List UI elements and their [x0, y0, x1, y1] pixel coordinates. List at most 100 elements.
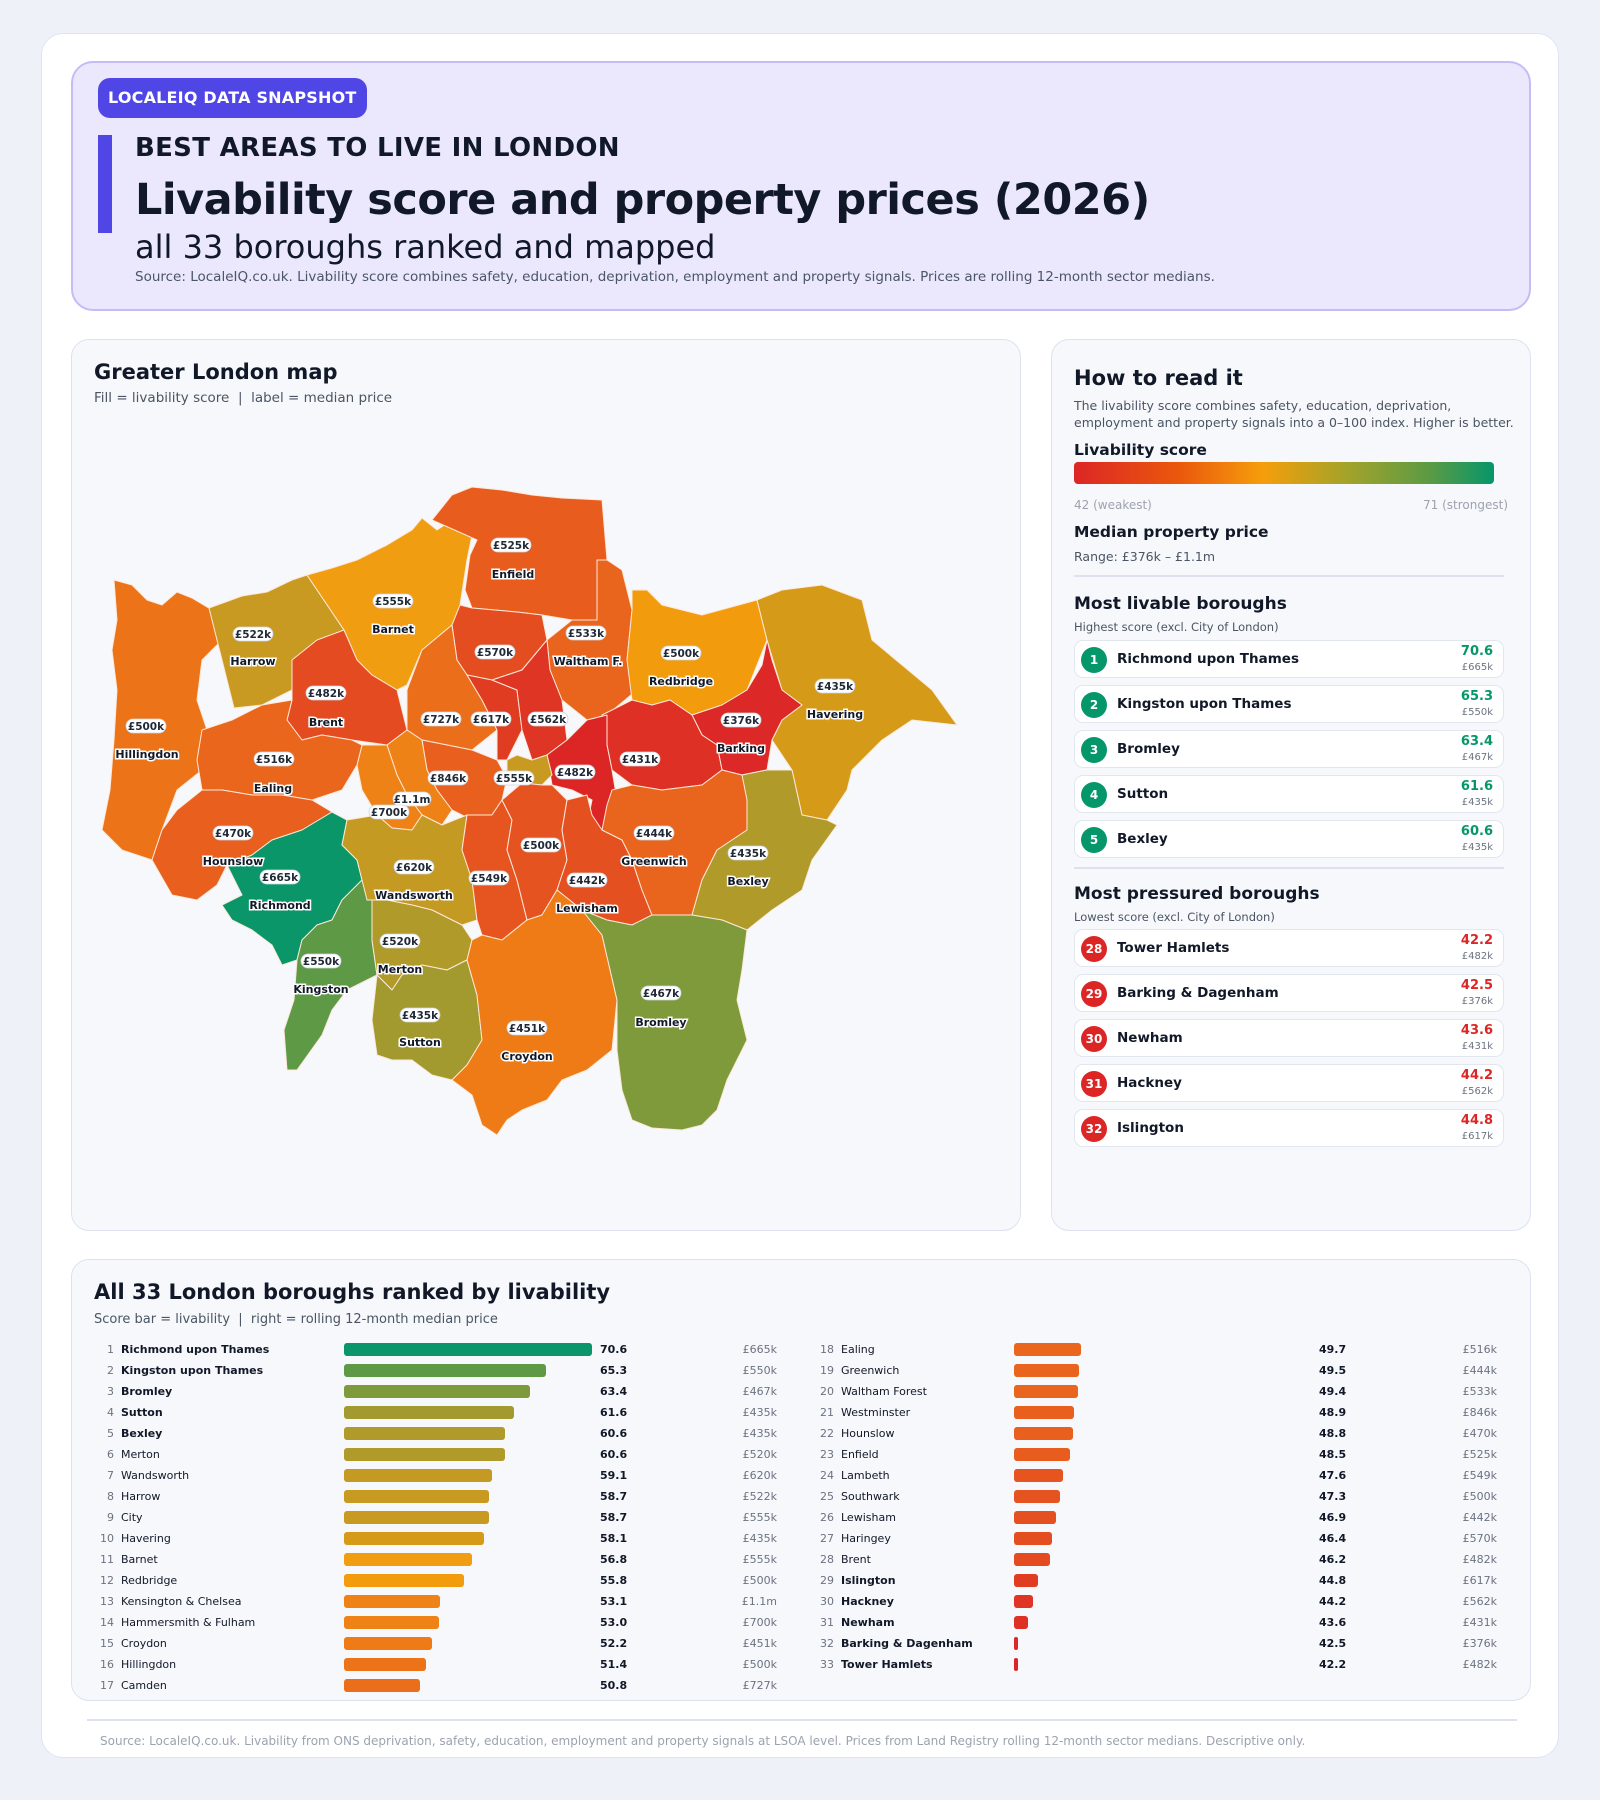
svg-text:Hounslow: Hounslow	[203, 855, 263, 868]
price-value: £617k	[1461, 1131, 1493, 1142]
ranking-row[interactable]: 26 Lewisham 46.9 £442k	[814, 1508, 1504, 1529]
svg-text:£846k: £846k	[430, 773, 467, 785]
ranking-row[interactable]: 6 Merton 60.6 £520k	[94, 1445, 784, 1466]
ranking-row[interactable]: 32 Barking & Dagenham 42.5 £376k	[814, 1634, 1504, 1655]
row-price: £482k	[1462, 1553, 1497, 1566]
row-score: 49.4	[1319, 1385, 1347, 1398]
ranking-row[interactable]: 23 Enfield 48.5 £525k	[814, 1445, 1504, 1466]
row-score: 48.9	[1319, 1406, 1347, 1419]
row-borough-name: Redbridge	[121, 1574, 178, 1587]
row-price: £467k	[742, 1385, 777, 1398]
score-bar	[1014, 1490, 1060, 1503]
ranking-row[interactable]: 19 Greenwich 49.5 £444k	[814, 1361, 1504, 1382]
ranking-row[interactable]: 27 Haringey 46.4 £570k	[814, 1529, 1504, 1550]
ranking-row[interactable]: 8 Harrow 58.7 £522k	[94, 1487, 784, 1508]
row-price: £550k	[742, 1364, 777, 1377]
row-borough-name: Brent	[841, 1553, 871, 1566]
ranking-row[interactable]: 24 Lambeth 47.6 £549k	[814, 1466, 1504, 1487]
how-to-read-card: How to read it The livability score comb…	[1051, 339, 1531, 1231]
row-borough-name: Newham	[841, 1616, 895, 1629]
ranking-row[interactable]: 4 Sutton 61.6 £435k	[94, 1403, 784, 1424]
ranking-row[interactable]: 3 Bromley 63.4 £467k	[94, 1382, 784, 1403]
ranking-row[interactable]: 18 Ealing 49.7 £516k	[814, 1340, 1504, 1361]
ranking-row[interactable]: 10 Havering 58.1 £435k	[94, 1529, 784, 1550]
legend-low-label: 42 (weakest)	[1074, 498, 1152, 512]
score-bar	[1014, 1574, 1039, 1587]
legend-high-label: 71 (strongest)	[1423, 498, 1508, 512]
pressured-borough-item[interactable]: 29 Barking & Dagenham 42.5 £376k	[1074, 974, 1504, 1012]
row-price: £444k	[1462, 1364, 1497, 1377]
score-bar	[1014, 1364, 1080, 1377]
ranking-row[interactable]: 20 Waltham Forest 49.4 £533k	[814, 1382, 1504, 1403]
top-boroughs-title: Most livable boroughs	[1074, 594, 1287, 614]
score-value: 44.2	[1460, 1068, 1493, 1083]
ranking-row[interactable]: 29 Islington 44.8 £617k	[814, 1571, 1504, 1592]
top-borough-item[interactable]: 1 Richmond upon Thames 70.6 £665k	[1074, 640, 1504, 678]
kicker-heading: BEST AREAS TO LIVE IN LONDON	[135, 133, 620, 163]
ranking-row[interactable]: 15 Croydon 52.2 £451k	[94, 1634, 784, 1655]
score-value: 42.5	[1460, 978, 1493, 993]
rank-badge: 32	[1081, 1116, 1107, 1142]
row-borough-name: Harrow	[121, 1490, 161, 1503]
svg-text:Havering: Havering	[807, 708, 863, 721]
price-value: £482k	[1461, 951, 1493, 962]
ranking-row[interactable]: 16 Hillingdon 51.4 £500k	[94, 1655, 784, 1676]
ranking-row[interactable]: 5 Bexley 60.6 £435k	[94, 1424, 784, 1445]
score-bar	[1014, 1427, 1073, 1440]
ranking-row[interactable]: 30 Hackney 44.2 £562k	[814, 1592, 1504, 1613]
legend-title: Livability score	[1074, 441, 1207, 459]
pressured-borough-item[interactable]: 32 Islington 44.8 £617k	[1074, 1109, 1504, 1147]
row-price: £482k	[1462, 1658, 1497, 1671]
ranking-row[interactable]: 14 Hammersmith & Fulham 53.0 £700k	[94, 1613, 784, 1634]
borough-bromley[interactable]	[581, 909, 748, 1131]
row-price: £435k	[742, 1427, 777, 1440]
ranking-row[interactable]: 25 Southwark 47.3 £500k	[814, 1487, 1504, 1508]
top-borough-item[interactable]: 3 Bromley 63.4 £467k	[1074, 730, 1504, 768]
ranking-row[interactable]: 12 Redbridge 55.8 £500k	[94, 1571, 784, 1592]
row-price: £533k	[1462, 1385, 1497, 1398]
ranking-row[interactable]: 21 Westminster 48.9 £846k	[814, 1403, 1504, 1424]
ranking-row[interactable]: 33 Tower Hamlets 42.2 £482k	[814, 1655, 1504, 1676]
row-borough-name: Bromley	[121, 1385, 173, 1398]
svg-text:Bromley: Bromley	[635, 1016, 686, 1029]
svg-text:£570k: £570k	[477, 647, 514, 659]
pressured-borough-item[interactable]: 30 Newham 43.6 £431k	[1074, 1019, 1504, 1057]
svg-text:£482k: £482k	[308, 688, 345, 700]
greater-london-map: £525k Enfield £555k Barnet £522k Harrow £53…	[101, 486, 958, 1136]
label-sutton: £435k Sutton	[398, 1007, 442, 1051]
row-borough-name: Bexley	[121, 1427, 163, 1440]
ranking-row[interactable]: 22 Hounslow 48.8 £470k	[814, 1424, 1504, 1445]
ranking-row[interactable]: 1 Richmond upon Thames 70.6 £665k	[94, 1340, 784, 1361]
top-borough-item[interactable]: 4 Sutton 61.6 £435k	[1074, 775, 1504, 813]
ranking-row[interactable]: 17 Camden 50.8 £727k	[94, 1676, 784, 1697]
top-borough-item[interactable]: 5 Bexley 60.6 £435k	[1074, 820, 1504, 858]
label-city: £555k	[493, 770, 535, 786]
borough-croydon[interactable]	[451, 889, 618, 1136]
score-bar	[1014, 1595, 1034, 1608]
top-borough-item[interactable]: 2 Kingston upon Thames 65.3 £550k	[1074, 685, 1504, 723]
label-enfield: £525k Enfield	[490, 537, 536, 583]
row-score: 46.4	[1319, 1532, 1347, 1545]
label-barnet: £555k Barnet	[371, 593, 415, 638]
row-rank: 16	[100, 1658, 114, 1671]
ranking-row[interactable]: 9 City 58.7 £555k	[94, 1508, 784, 1529]
divider	[1074, 575, 1504, 577]
row-rank: 15	[100, 1637, 114, 1650]
pressured-borough-item[interactable]: 31 Hackney 44.2 £562k	[1074, 1064, 1504, 1102]
ranking-row[interactable]: 28 Brent 46.2 £482k	[814, 1550, 1504, 1571]
row-price: £1.1m	[741, 1595, 777, 1608]
row-rank: 26	[820, 1511, 834, 1524]
row-rank: 24	[820, 1469, 834, 1482]
footer-source: Source: LocaleIQ.co.uk. Livability from …	[100, 1734, 1306, 1748]
ranking-row[interactable]: 11 Barnet 56.8 £555k	[94, 1550, 784, 1571]
ranking-row[interactable]: 13 Kensington & Chelsea 53.1 £1.1m	[94, 1592, 784, 1613]
svg-text:£700k: £700k	[371, 807, 408, 819]
row-price: £516k	[1462, 1343, 1497, 1356]
ranking-row[interactable]: 31 Newham 43.6 £431k	[814, 1613, 1504, 1634]
pressured-borough-item[interactable]: 28 Tower Hamlets 42.2 £482k	[1074, 929, 1504, 967]
borough-newham[interactable]	[601, 699, 723, 791]
score-bar	[344, 1595, 441, 1608]
ranking-row[interactable]: 7 Wandsworth 59.1 £620k	[94, 1466, 784, 1487]
ranking-row[interactable]: 2 Kingston upon Thames 65.3 £550k	[94, 1361, 784, 1382]
row-rank: 14	[100, 1616, 114, 1629]
